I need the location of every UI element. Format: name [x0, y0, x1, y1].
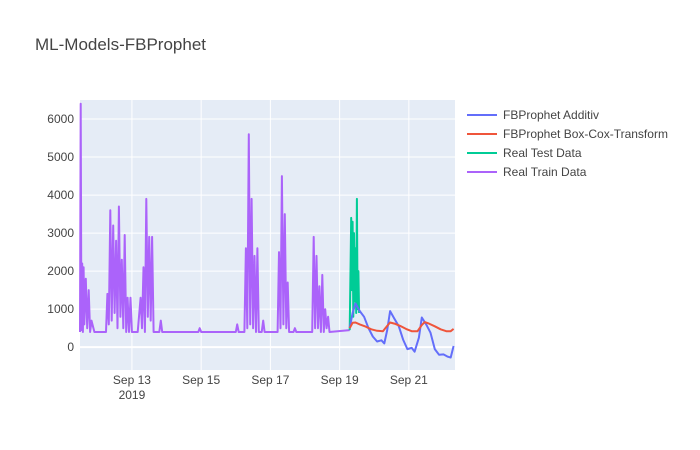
y-tick-label: 0 — [67, 340, 74, 354]
y-tick-label: 5000 — [47, 150, 74, 164]
x-tick-label: Sep 21 — [390, 373, 428, 387]
legend-item-fbprophet-additiv[interactable]: FBProphet Additiv — [467, 108, 599, 122]
y-tick-label: 4000 — [47, 188, 74, 202]
y-tick-label: 6000 — [47, 112, 74, 126]
series-line-fbprophet-box-cox-transform — [348, 321, 455, 333]
series-line-real-train-data — [79, 102, 350, 333]
legend-label: FBProphet Additiv — [503, 108, 599, 122]
series-line-fbprophet-additiv — [348, 302, 455, 359]
traces — [79, 102, 455, 359]
y-axis: 0 1000 2000 3000 4000 5000 6000 — [47, 112, 74, 354]
x-tick-label: Sep 17 — [251, 373, 289, 387]
legend-label: Real Train Data — [503, 165, 587, 179]
legend-item-fbprophet-box-cox-transform[interactable]: FBProphet Box-Cox-Transform — [467, 127, 668, 141]
x-tick-label: Sep 19 — [321, 373, 359, 387]
legend-label: Real Test Data — [503, 146, 582, 160]
x-tick-label: Sep 15 — [182, 373, 220, 387]
y-tick-label: 1000 — [47, 302, 74, 316]
x-tick-label: Sep 13 — [113, 373, 151, 387]
y-tick-label: 3000 — [47, 226, 74, 240]
plot-area — [80, 100, 455, 370]
legend[interactable]: FBProphet Additiv FBProphet Box-Cox-Trans… — [467, 108, 668, 179]
y-tick-label: 2000 — [47, 264, 74, 278]
legend-item-real-train-data[interactable]: Real Train Data — [467, 165, 587, 179]
legend-item-real-test-data[interactable]: Real Test Data — [467, 146, 582, 160]
chart-title: ML-Models-FBProphet — [35, 35, 206, 54]
x-tick-sublabel: 2019 — [119, 388, 146, 402]
legend-label: FBProphet Box-Cox-Transform — [503, 127, 668, 141]
